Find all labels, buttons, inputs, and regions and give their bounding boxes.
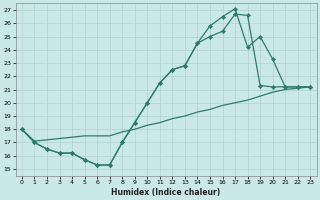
X-axis label: Humidex (Indice chaleur): Humidex (Indice chaleur) bbox=[111, 188, 221, 197]
